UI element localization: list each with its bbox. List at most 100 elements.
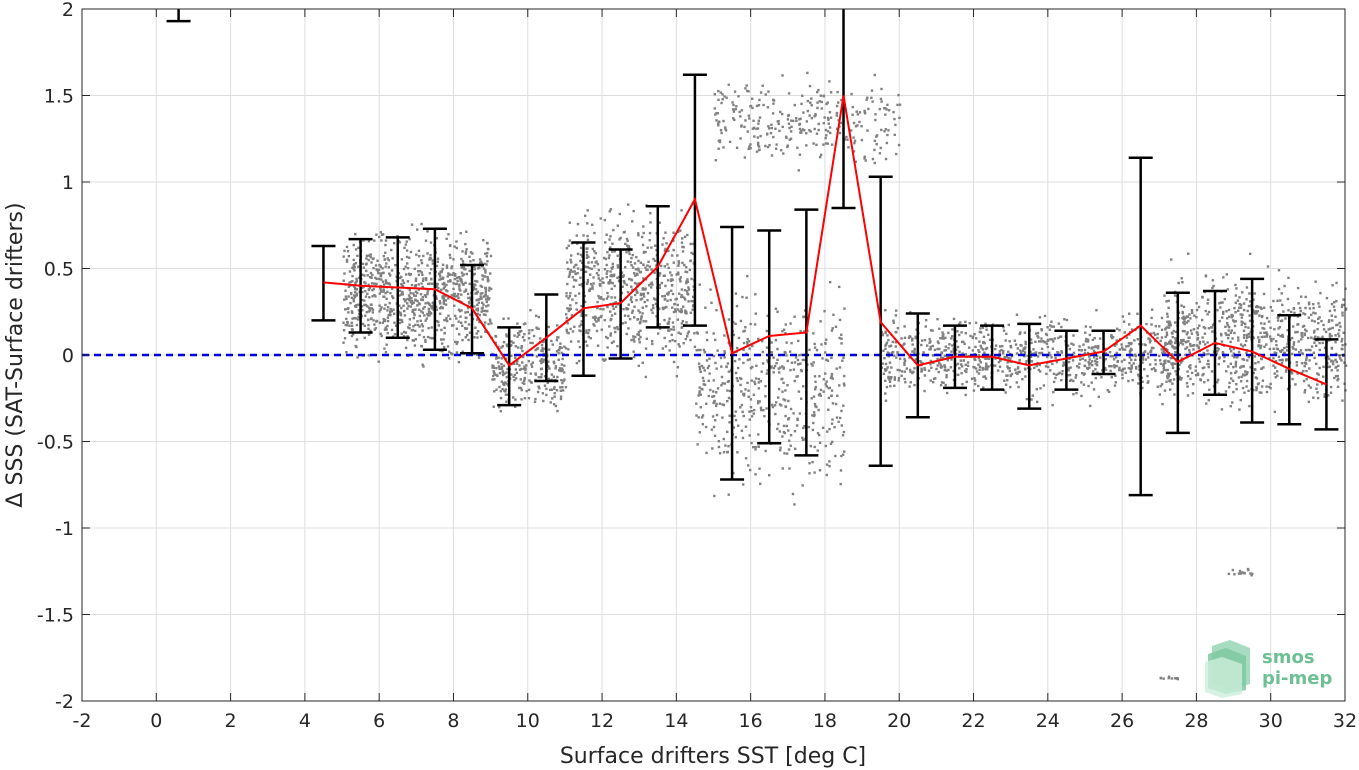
scatter-point [1249, 330, 1252, 334]
scatter-point [440, 269, 444, 273]
scatter-point [1245, 385, 1248, 388]
scatter-point [547, 377, 551, 381]
scatter-point [1080, 371, 1084, 375]
scatter-point [382, 290, 386, 293]
scatter-point [436, 282, 439, 286]
scatter-point [658, 323, 661, 326]
scatter-point [770, 365, 773, 368]
scatter-point [793, 315, 796, 318]
scatter-point [1080, 394, 1083, 398]
scatter-point [808, 114, 811, 117]
scatter-point [1141, 386, 1144, 390]
scatter-point [1241, 345, 1244, 348]
scatter-point [838, 384, 841, 387]
scatter-point [831, 327, 834, 330]
scatter-point [673, 302, 676, 306]
scatter-point [689, 338, 692, 342]
scatter-point [717, 89, 720, 93]
scatter-point [672, 239, 675, 242]
scatter-point [576, 252, 580, 256]
scatter-point [385, 262, 388, 265]
scatter-point [738, 110, 741, 114]
scatter-point [609, 310, 612, 313]
scatter-point [691, 308, 694, 311]
scatter-point [400, 332, 403, 335]
scatter-point [897, 143, 901, 147]
scatter-point [399, 293, 403, 296]
scatter-point [626, 307, 629, 310]
scatter-point [1229, 331, 1233, 334]
scatter-point [390, 287, 394, 291]
scatter-point [1067, 368, 1070, 372]
scatter-point [386, 306, 390, 309]
scatter-point [1260, 307, 1263, 310]
scatter-point [539, 359, 542, 363]
scatter-point [485, 255, 489, 258]
scatter-point [676, 273, 679, 276]
scatter-point [723, 356, 726, 359]
scatter-point [448, 244, 452, 248]
scatter-point [752, 408, 756, 412]
scatter-point [1303, 391, 1306, 394]
scatter-point [1281, 335, 1285, 338]
scatter-point [779, 110, 782, 114]
scatter-point [777, 122, 780, 126]
scatter-point [908, 385, 911, 388]
scatter-point [789, 433, 793, 437]
scatter-point [408, 327, 411, 330]
scatter-point [720, 365, 723, 368]
scatter-point [579, 259, 582, 263]
scatter-point [344, 295, 348, 298]
scatter-point [1262, 366, 1265, 369]
scatter-point [353, 265, 356, 269]
scatter-point [382, 254, 386, 258]
scatter-point [1109, 369, 1112, 373]
scatter-point [554, 367, 557, 370]
scatter-point [1121, 370, 1124, 373]
scatter-point [1248, 335, 1251, 339]
scatter-point [762, 408, 765, 412]
scatter-point [1294, 331, 1297, 334]
scatter-point [746, 343, 749, 346]
scatter-point [468, 282, 471, 286]
scatter-point [747, 114, 751, 117]
scatter-point [1005, 332, 1008, 336]
scatter-point [1239, 306, 1243, 309]
scatter-point [755, 127, 758, 130]
scatter-point [826, 130, 830, 133]
scatter-point [789, 130, 793, 133]
scatter-point [888, 371, 891, 374]
scatter-point [799, 131, 802, 134]
scatter-point [430, 278, 433, 281]
scatter-point [680, 326, 683, 329]
scatter-point [1242, 336, 1246, 339]
scatter-point [907, 336, 911, 340]
scatter-point [695, 331, 699, 334]
scatter-point [583, 300, 587, 304]
scatter-point [900, 374, 903, 378]
scatter-point [343, 337, 347, 340]
scatter-point [1233, 306, 1236, 310]
scatter-point [824, 338, 828, 341]
scatter-point [639, 292, 643, 296]
scatter-point [799, 397, 803, 400]
scatter-point [422, 335, 426, 339]
scatter-point [559, 342, 562, 345]
scatter-point [372, 287, 376, 291]
scatter-point [1221, 301, 1224, 304]
scatter-point [502, 317, 505, 320]
scatter-point [803, 129, 806, 132]
scatter-point [903, 370, 907, 373]
scatter-point [484, 288, 488, 291]
scatter-point [1006, 378, 1009, 382]
scatter-point [364, 289, 367, 293]
scatter-point [370, 282, 374, 285]
scatter-point [658, 221, 661, 224]
scatter-point [499, 409, 503, 413]
scatter-point [765, 346, 769, 349]
scatter-point [748, 145, 751, 148]
scatter-point [920, 339, 924, 342]
scatter-point [565, 246, 569, 250]
scatter-point [1020, 344, 1023, 347]
scatter-point [994, 357, 997, 360]
